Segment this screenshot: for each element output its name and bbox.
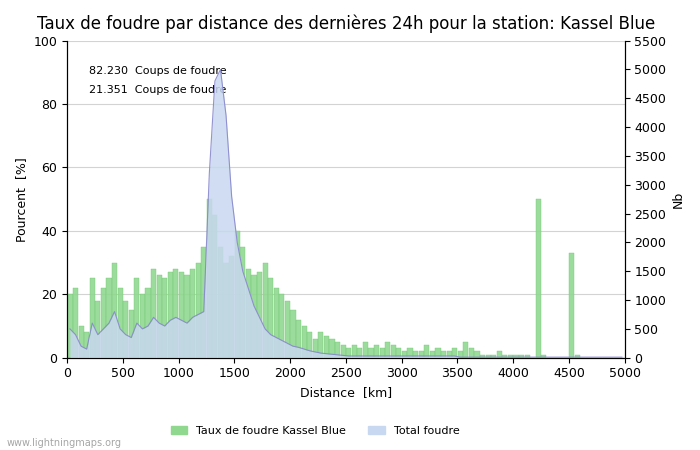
Bar <box>246 269 251 358</box>
Bar <box>575 355 580 358</box>
Bar <box>73 288 78 358</box>
Bar <box>536 199 541 358</box>
Bar <box>168 272 173 358</box>
Bar <box>424 345 429 358</box>
Bar <box>223 263 229 358</box>
Bar <box>480 355 485 358</box>
Bar <box>302 326 307 358</box>
Bar <box>84 333 89 358</box>
Bar <box>391 345 396 358</box>
Bar <box>151 269 156 358</box>
Bar <box>112 263 117 358</box>
Bar <box>157 275 162 358</box>
Bar <box>491 355 496 358</box>
Text: www.lightningmaps.org: www.lightningmaps.org <box>7 437 122 447</box>
Bar <box>129 310 134 358</box>
Bar <box>452 348 457 358</box>
Bar <box>463 342 468 358</box>
Bar <box>290 310 295 358</box>
Bar <box>201 247 206 358</box>
Bar <box>134 279 139 358</box>
Text: 21.351  Coups de foudre: 21.351 Coups de foudre <box>90 85 227 95</box>
Bar <box>402 351 407 358</box>
Bar <box>229 256 234 358</box>
Bar <box>458 351 463 358</box>
Bar <box>519 355 524 358</box>
Bar <box>106 279 111 358</box>
Bar <box>368 348 374 358</box>
Bar <box>218 247 223 358</box>
Bar <box>146 288 150 358</box>
Text: 82.230  Coups de foudre: 82.230 Coups de foudre <box>90 66 227 76</box>
Bar <box>503 355 507 358</box>
Bar <box>569 253 574 358</box>
Bar <box>279 294 284 358</box>
Bar <box>407 348 412 358</box>
Bar <box>274 288 279 358</box>
Bar <box>351 345 357 358</box>
Bar <box>90 279 95 358</box>
Bar <box>513 355 519 358</box>
Bar <box>335 342 340 358</box>
Bar <box>78 326 84 358</box>
Bar <box>379 348 385 358</box>
Bar <box>524 355 530 358</box>
Bar <box>341 345 346 358</box>
Bar <box>234 231 240 358</box>
Bar <box>268 279 273 358</box>
Bar <box>324 336 329 358</box>
Bar <box>206 199 212 358</box>
Bar <box>486 355 491 358</box>
Bar <box>435 348 440 358</box>
Title: Taux de foudre par distance des dernières 24h pour la station: Kassel Blue: Taux de foudre par distance des dernière… <box>37 15 655 33</box>
Bar <box>195 263 201 358</box>
Bar <box>441 351 446 358</box>
X-axis label: Distance  [km]: Distance [km] <box>300 386 392 399</box>
Bar <box>357 348 363 358</box>
Bar <box>363 342 368 358</box>
Bar <box>67 294 73 358</box>
Bar <box>396 348 402 358</box>
Bar <box>413 351 418 358</box>
Bar <box>140 294 145 358</box>
Bar <box>475 351 480 358</box>
Bar <box>497 351 502 358</box>
Bar <box>374 345 379 358</box>
Bar <box>95 301 100 358</box>
Legend: Taux de foudre Kassel Blue, Total foudre: Taux de foudre Kassel Blue, Total foudre <box>166 421 464 440</box>
Bar <box>307 333 312 358</box>
Bar <box>346 348 351 358</box>
Bar <box>123 301 128 358</box>
Bar <box>174 269 178 358</box>
Bar <box>101 288 106 358</box>
Bar <box>430 351 435 358</box>
Bar <box>185 275 190 358</box>
Bar <box>212 215 218 358</box>
Bar <box>447 351 452 358</box>
Bar <box>262 263 267 358</box>
Bar <box>385 342 391 358</box>
Bar <box>419 351 423 358</box>
Bar <box>469 348 474 358</box>
Bar <box>296 320 301 358</box>
Bar <box>541 355 547 358</box>
Bar <box>118 288 122 358</box>
Bar <box>179 272 184 358</box>
Bar <box>257 272 262 358</box>
Bar <box>162 279 167 358</box>
Bar <box>313 339 318 358</box>
Y-axis label: Nb: Nb <box>672 190 685 208</box>
Bar <box>240 247 246 358</box>
Bar <box>251 275 256 358</box>
Bar <box>508 355 513 358</box>
Bar <box>330 339 335 358</box>
Y-axis label: Pourcent  [%]: Pourcent [%] <box>15 157 28 242</box>
Bar <box>285 301 290 358</box>
Bar <box>318 333 323 358</box>
Bar <box>190 269 195 358</box>
